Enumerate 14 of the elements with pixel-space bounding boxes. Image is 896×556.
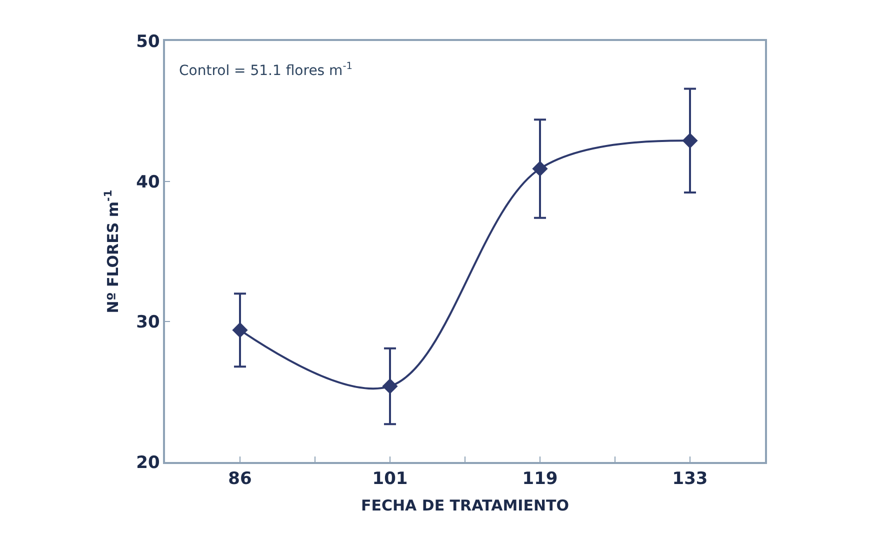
x-tick-label: 86 [228, 469, 252, 490]
y-tick-label: 40 [136, 172, 160, 192]
annotation: Control = 51.1 flores m$^{-1}$ [179, 61, 352, 79]
x-tick-label: 119 [522, 469, 558, 490]
point [682, 132, 698, 148]
point [532, 160, 548, 176]
y-tick-label: 50 [136, 32, 160, 52]
y-tick-label: 30 [136, 312, 160, 333]
x-tick-label: 101 [372, 469, 408, 490]
point [382, 378, 398, 394]
y-tick-label: 20 [136, 452, 160, 473]
x-tick-label: 133 [672, 469, 708, 490]
x-axis-title: FECHA DE TRATAMIENTO [360, 496, 570, 515]
point [232, 322, 248, 338]
